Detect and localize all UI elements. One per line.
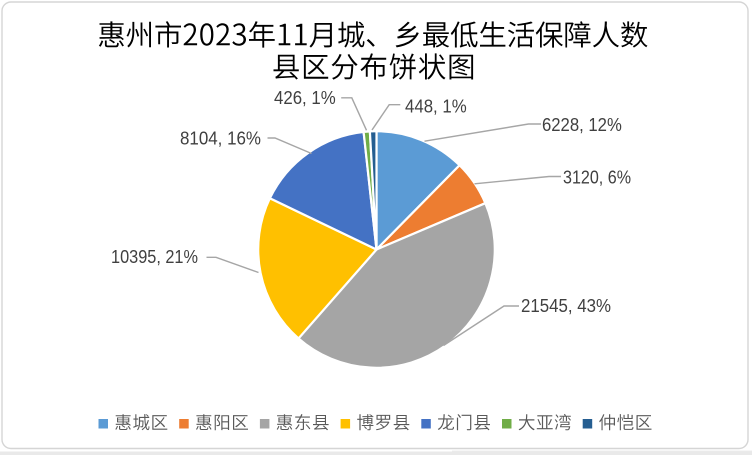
svg-text:21545, 43%: 21545, 43%: [521, 296, 611, 316]
svg-text:8104, 16%: 8104, 16%: [180, 129, 261, 149]
svg-text:3120, 6%: 3120, 6%: [563, 168, 631, 188]
svg-text:10395, 21%: 10395, 21%: [111, 247, 198, 267]
svg-text:448, 1%: 448, 1%: [405, 96, 467, 116]
svg-text:6228, 12%: 6228, 12%: [542, 115, 622, 135]
svg-text:426, 1%: 426, 1%: [274, 88, 336, 108]
